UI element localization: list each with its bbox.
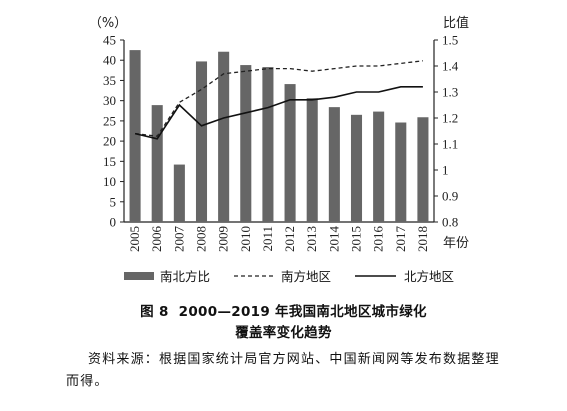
- x-tick-label: 2012: [282, 226, 297, 252]
- x-tick-label: 2014: [326, 226, 341, 253]
- bar: [350, 114, 363, 222]
- left-tick-label: 25: [103, 113, 116, 128]
- x-tick-label: 2010: [238, 226, 253, 252]
- caption-title-1: 2000—2019 年我国南北地区城市绿化: [178, 304, 427, 320]
- bar-series: [129, 50, 429, 223]
- caption-line-1: 图 8 2000—2019 年我国南北地区城市绿化: [0, 302, 567, 323]
- right-tick-label: 1.3: [442, 85, 458, 100]
- south-line: [135, 60, 423, 137]
- bar: [240, 65, 252, 222]
- legend-label-bar: 南北方比: [160, 269, 210, 284]
- right-axis-unit: 比值: [443, 15, 469, 31]
- x-tick-label: 2018: [415, 226, 430, 252]
- right-tick-label: 1: [442, 163, 449, 178]
- x-tick-label: 2008: [194, 226, 209, 252]
- plot-area: [123, 40, 435, 223]
- left-tick-label: 10: [103, 174, 116, 189]
- right-axis-ticks: 0.8 0.9 1 1.1 1.2 1.3 1.4 1.5: [434, 33, 459, 230]
- north-line: [134, 86, 423, 140]
- legend: 南北方比 南方地区 北方地区: [124, 269, 454, 284]
- bar: [262, 67, 274, 222]
- bar: [417, 117, 429, 222]
- right-tick-label: 0.9: [442, 189, 458, 204]
- legend-swatch-bar: [124, 272, 154, 280]
- figure-number: 图 8: [140, 304, 169, 320]
- right-tick-label: 1.4: [442, 59, 459, 74]
- legend-label-south: 南方地区: [281, 269, 331, 284]
- right-tick-label: 1.1: [442, 137, 458, 152]
- caption-title-2: 覆盖率变化趋势: [235, 325, 332, 341]
- x-tick-label: 2009: [216, 226, 231, 252]
- left-tick-label: 0: [110, 215, 117, 230]
- left-tick-label: 45: [103, 33, 116, 48]
- bar: [395, 122, 407, 222]
- bar: [195, 61, 208, 223]
- x-tick-label: 2011: [260, 226, 275, 252]
- bar: [328, 107, 340, 222]
- bar: [218, 51, 230, 223]
- x-tick-label: 2015: [349, 226, 364, 252]
- left-axis-ticks: 0 5 10 15 20 25 30 35 40 45: [103, 33, 124, 230]
- bar: [306, 98, 318, 222]
- x-tick-label: 2017: [393, 226, 408, 253]
- left-tick-label: 40: [103, 53, 116, 68]
- right-tick-label: 1.2: [442, 111, 458, 126]
- left-tick-label: 35: [103, 73, 116, 88]
- legend-label-north: 北方地区: [404, 269, 454, 284]
- x-axis-ticks: 2005 2006 2007 2008 2009 2010 2011 2012 2013 2014…: [127, 226, 430, 253]
- line-series: [134, 60, 423, 140]
- x-tick-label: 2016: [371, 226, 386, 253]
- figure-caption: 图 8 2000—2019 年我国南北地区城市绿化 覆盖率变化趋势: [0, 302, 567, 344]
- bar: [151, 105, 163, 222]
- bar: [284, 84, 296, 222]
- left-axis-unit: （%）: [89, 16, 127, 31]
- source-note: 资料来源：根据国家统计局官方网站、中国新闻网等发布数据整理而得。: [66, 352, 500, 389]
- bar: [129, 50, 141, 222]
- left-tick-label: 15: [103, 154, 116, 169]
- x-axis-label: 年份: [443, 236, 469, 251]
- right-tick-label: 0.8: [442, 215, 458, 230]
- chart: （%） 比值 年份 0 5 10 15 20 25 30 35 40 45 0.8 0.9 1 1.1 1…: [89, 15, 469, 284]
- x-tick-label: 2006: [149, 226, 164, 253]
- x-tick-label: 2013: [304, 226, 319, 252]
- left-tick-label: 20: [103, 134, 116, 149]
- x-tick-label: 2007: [171, 226, 186, 253]
- bar: [173, 164, 185, 222]
- x-tick-label: 2005: [127, 226, 142, 252]
- right-tick-label: 1.5: [442, 33, 458, 48]
- bar: [373, 111, 385, 222]
- left-tick-label: 5: [110, 194, 117, 209]
- left-tick-label: 30: [103, 93, 116, 108]
